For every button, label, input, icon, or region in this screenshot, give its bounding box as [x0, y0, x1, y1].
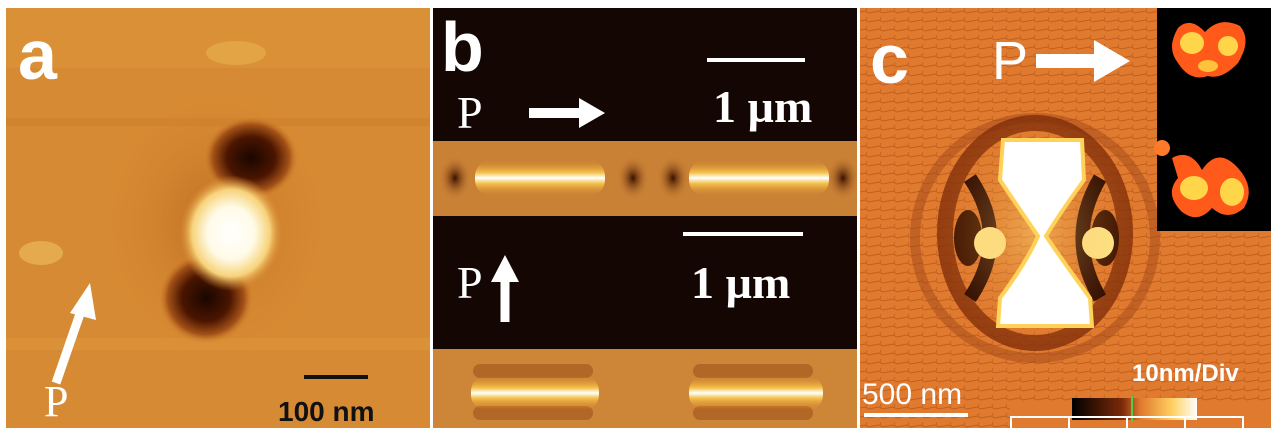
- panel-a-scale-bar: [304, 375, 368, 379]
- panel-b-bottom-scale-bar-text: 1 µm: [691, 257, 791, 308]
- panel-a-polarization-label: P: [44, 377, 69, 426]
- panel-a-label: a: [18, 16, 57, 94]
- grid-cell: [1068, 416, 1128, 428]
- panel-b: b P 1 µm P 1 µm: [433, 8, 857, 428]
- panel-b-top-polarization-label: P: [457, 87, 483, 138]
- panel-b-label: b: [441, 8, 484, 86]
- panel-a-scale-bar-text: 100 nm: [278, 396, 375, 427]
- grid-cell: [1184, 416, 1244, 428]
- panel-b-image: [433, 8, 857, 428]
- panel-b-bottom-polarization-label: P: [457, 257, 483, 308]
- panel-a: a P 100 nm: [6, 8, 430, 428]
- panel-c-image: [860, 8, 1271, 428]
- grid-cell: [1010, 416, 1070, 428]
- panel-c-label: c: [870, 20, 909, 98]
- panel-c-polarization-label: P: [992, 31, 1029, 91]
- panel-c-scale-bar-text: 500 nm: [862, 378, 963, 411]
- panel-c: c P 10nm/Div 500 nm: [860, 8, 1271, 428]
- panel-c-colorbar: [1072, 398, 1197, 420]
- panel-c-scale-bar: [864, 413, 968, 417]
- grid-cell: [1126, 416, 1186, 428]
- panel-c-colorbar-label: 10nm/Div: [1132, 360, 1239, 387]
- panel-a-image: [6, 8, 430, 428]
- panel-b-top-scale-bar: [707, 58, 805, 62]
- panel-b-top-scale-bar-text: 1 µm: [713, 81, 813, 132]
- panel-b-bottom-scale-bar: [683, 232, 803, 236]
